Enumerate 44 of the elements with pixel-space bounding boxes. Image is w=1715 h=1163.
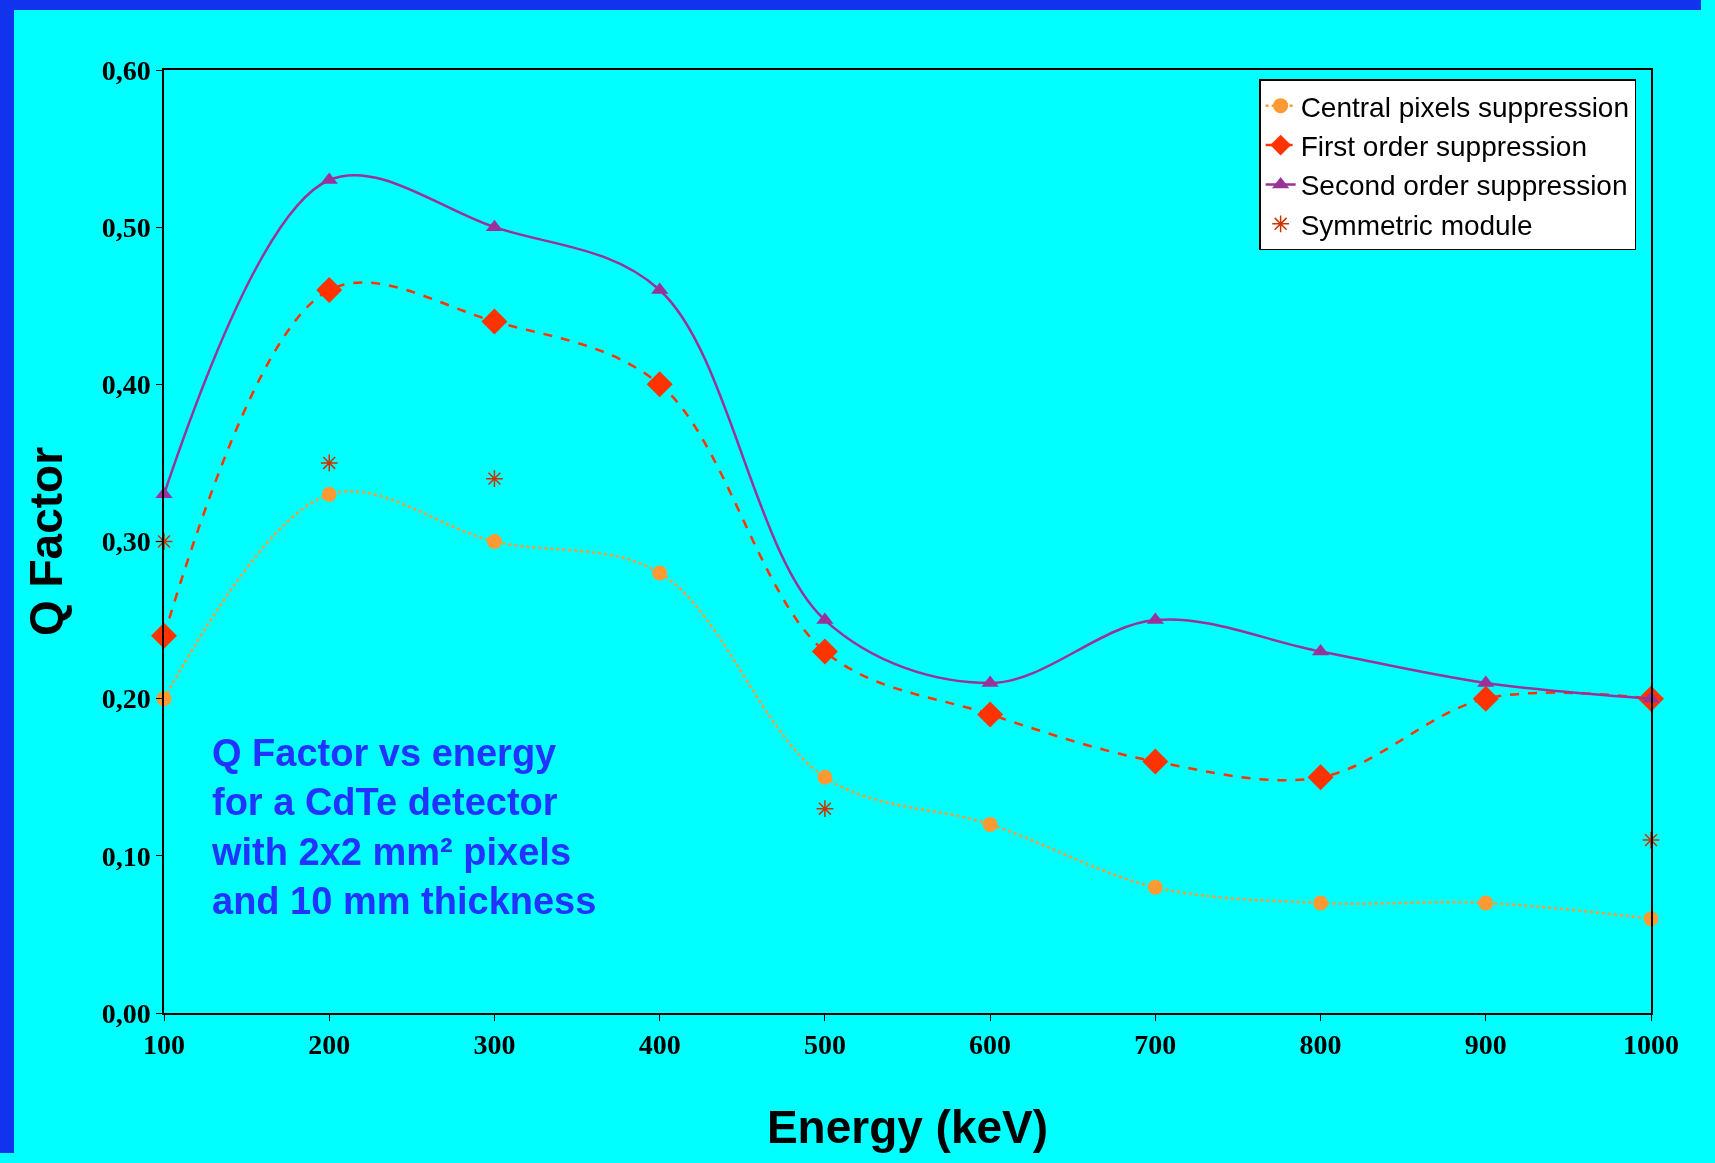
y-tick-label: 0,20: [101, 683, 151, 715]
point: [817, 769, 833, 785]
x-tick-label: 400: [638, 1029, 681, 1061]
y-tick-label: 0,30: [101, 526, 151, 558]
x-tick-label: 600: [969, 1029, 1012, 1061]
point: [977, 701, 1004, 728]
x-tick-label: 900: [1464, 1029, 1507, 1061]
point: [481, 308, 508, 335]
y-tick-label: 0,40: [101, 369, 151, 401]
point: [1472, 685, 1499, 712]
x-tick-label: 500: [803, 1029, 846, 1061]
legend-label: Second order suppression: [1300, 170, 1628, 202]
point: [652, 565, 668, 581]
point: [1478, 895, 1494, 911]
annotation: Q Factor vs energy for a CdTe detector with 2x2 mm² pixels and 10 mm thickness: [211, 732, 597, 923]
x-tick-label: 100: [143, 1029, 185, 1061]
point: [646, 371, 673, 398]
x-axis-title: Energy (keV): [766, 1101, 1049, 1153]
legend-label: Central pixels suppression: [1300, 91, 1630, 123]
point: [1307, 764, 1334, 791]
x-tick-label: 200: [308, 1029, 351, 1061]
point: [486, 534, 502, 549]
point: [1142, 748, 1169, 775]
point: [1147, 879, 1163, 895]
x-tick-label: 700: [1134, 1029, 1177, 1061]
point: [811, 638, 838, 665]
point: [815, 799, 835, 818]
point: [316, 277, 343, 304]
x-tick-label: 300: [473, 1029, 516, 1061]
legend-label: First order suppression: [1300, 130, 1587, 162]
point: [320, 453, 339, 473]
y-tick-label: 0,50: [101, 211, 151, 243]
point: [485, 469, 504, 488]
x-tick-label: 800: [1299, 1029, 1342, 1061]
legend-label: Symmetric module: [1300, 209, 1533, 241]
x-tick-label: 1000: [1623, 1029, 1679, 1061]
y-tick-label: 0,10: [101, 840, 151, 872]
y-tick-label: 0,00: [101, 997, 151, 1029]
point: [982, 816, 998, 832]
point: [321, 486, 337, 502]
y-axis-title: Q Factor: [19, 446, 72, 637]
y-tick-label: 0,60: [101, 54, 151, 86]
point: [1641, 830, 1661, 850]
point: [1313, 895, 1329, 911]
